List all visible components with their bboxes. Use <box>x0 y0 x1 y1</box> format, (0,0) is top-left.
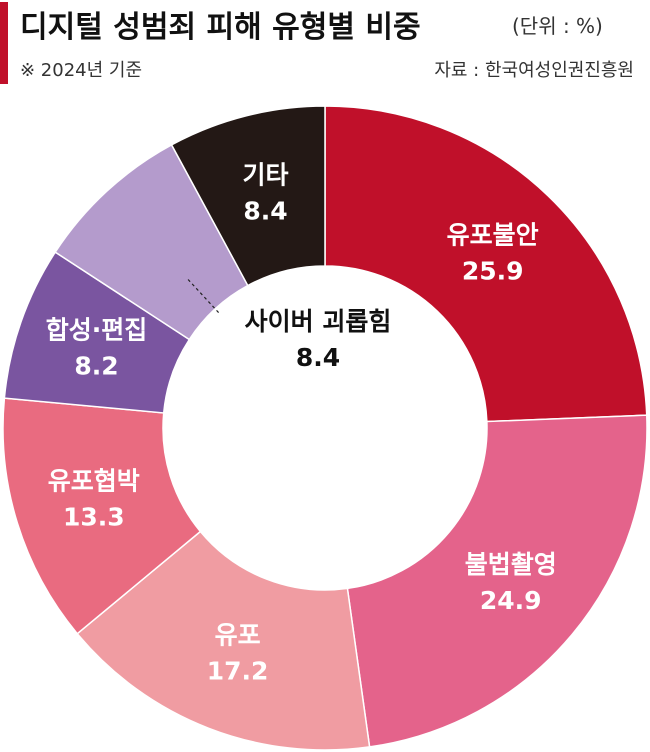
leader-line <box>187 279 220 313</box>
value-label: 8.4 <box>296 343 340 372</box>
slice-label: 유포불안 <box>447 221 539 250</box>
slice <box>324 105 648 423</box>
value-label: 13.3 <box>63 503 125 532</box>
value-label: 8.2 <box>74 351 118 380</box>
slice <box>76 530 371 751</box>
value-label: 25.9 <box>462 257 524 286</box>
slice-label: 유포협박 <box>48 467 140 496</box>
slice <box>170 105 326 287</box>
value-label: 17.2 <box>207 657 269 686</box>
note: ※ 2024년 기준 <box>20 60 143 81</box>
unit-label: (단위 : %) <box>512 14 603 38</box>
source: 자료 : 한국여성인권진흥원 <box>434 60 634 81</box>
slice-label: 합성·편집 <box>46 315 148 344</box>
slice-label: 유포 <box>215 621 261 650</box>
chart-title: 디지털 성범죄 피해 유형별 비중 <box>20 10 421 45</box>
slice-label: 사이버 괴롭힘 <box>245 307 392 336</box>
accent-bar <box>0 2 8 84</box>
slice-label: 불법촬영 <box>465 550 557 579</box>
slice-label: 기타 <box>243 160 289 189</box>
value-label: 24.9 <box>480 586 542 615</box>
slice <box>346 414 648 748</box>
value-label: 8.4 <box>243 196 287 225</box>
